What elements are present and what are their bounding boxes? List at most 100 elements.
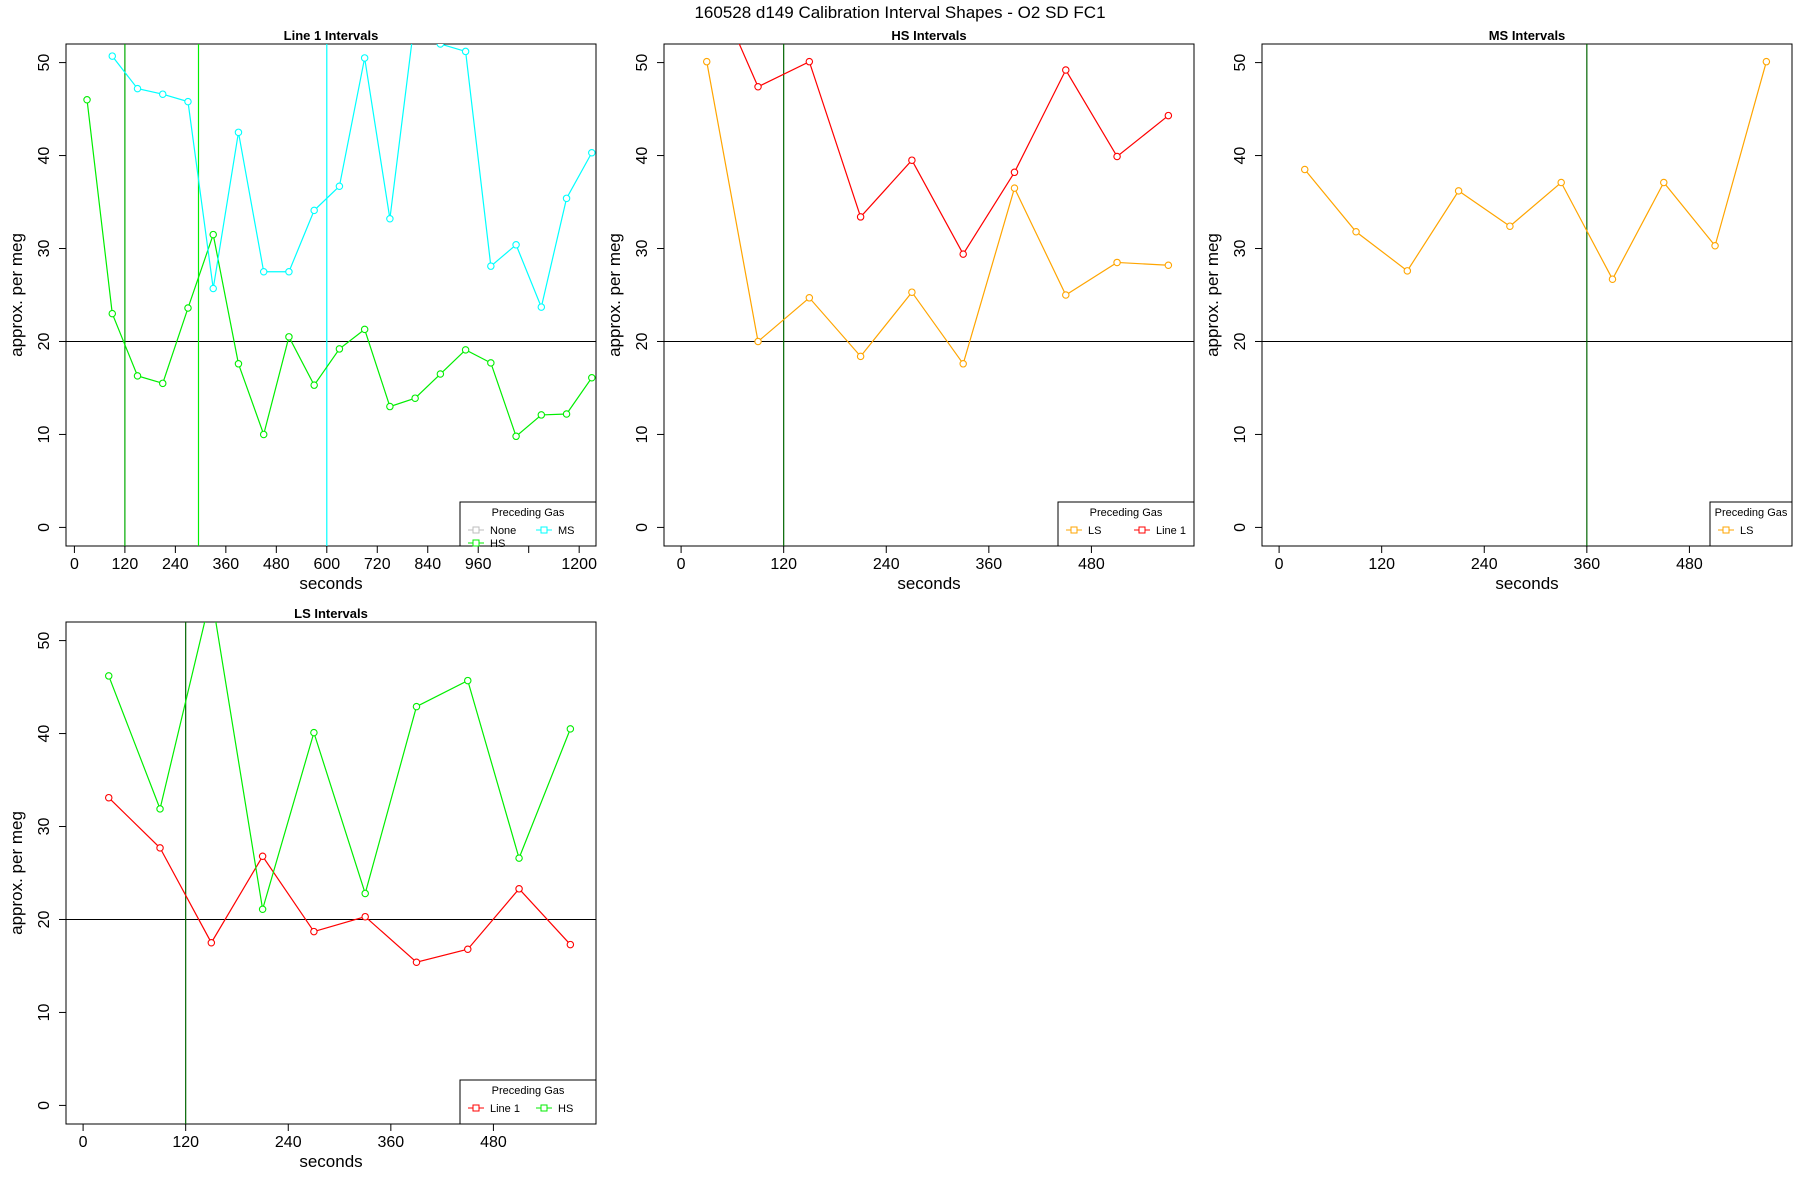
x-axis: 0 120 240 360 480 600 720 840 960 1200 seconds [70, 545, 597, 593]
data-point [361, 912, 369, 921]
legend-key-marker [472, 539, 480, 547]
y-tick-label: 20 [36, 332, 53, 350]
series-ls [702, 57, 1173, 368]
data-point [588, 149, 596, 157]
data-point [386, 402, 394, 411]
data-point [908, 156, 916, 164]
x-tick-label: 360 [975, 556, 1002, 573]
data-point [1062, 291, 1070, 299]
legend-label: None [490, 525, 516, 537]
y-tick-label: 40 [36, 147, 53, 165]
data-point [537, 303, 546, 311]
panel-title: LS Intervals [294, 606, 368, 621]
x-axis-label: seconds [299, 574, 362, 593]
data-point [1164, 261, 1173, 270]
data-point [1164, 111, 1173, 120]
y-tick-label: 40 [36, 725, 53, 743]
legend-label: Line 1 [490, 1103, 520, 1115]
legend-key-marker [540, 1104, 548, 1112]
data-point [1352, 228, 1360, 236]
data-point [487, 359, 495, 367]
y-tick-label: 10 [1232, 425, 1249, 443]
data-point [856, 352, 865, 361]
data-point [1557, 178, 1565, 187]
data-point [512, 432, 520, 441]
x-tick-label: 120 [112, 556, 139, 573]
figure-title: 160528 d149 Calibration Interval Shapes … [694, 3, 1106, 22]
y-axis: 0 10 20 30 40 50 approx. per meg [7, 54, 67, 532]
data-point [156, 844, 164, 852]
data-point [461, 346, 470, 354]
data-point [184, 304, 192, 312]
y-tick-label: 20 [1232, 332, 1249, 350]
x-axis-label: seconds [1495, 574, 1558, 593]
series-hs [104, 591, 575, 914]
legend-box [459, 501, 597, 547]
chart-panel-2: HS Intervals 0 120 240 360 480 seconds 0 10 20 30 4… [605, 28, 1195, 593]
series-line [706, 61, 1169, 366]
plot-frame [663, 43, 1195, 547]
x-tick-label: 120 [172, 1134, 199, 1151]
x-tick-label: 240 [162, 556, 189, 573]
y-axis: 0 10 20 30 40 50 approx. per meg [1203, 54, 1263, 532]
legend-title: Preceding Gas [1090, 507, 1163, 519]
legend: Preceding Gas None MS HS [459, 501, 597, 550]
data-point [1506, 222, 1514, 230]
panel-title: Line 1 Intervals [284, 28, 379, 43]
data-point [285, 333, 293, 341]
y-tick-label: 20 [36, 910, 53, 928]
y-tick-label: 50 [634, 54, 651, 72]
data-point [515, 885, 523, 893]
y-tick-label: 50 [36, 54, 53, 72]
plot-area [1262, 44, 1792, 546]
x-tick-label: 1200 [561, 556, 597, 573]
data-point [108, 52, 117, 60]
x-tick-label: 240 [873, 556, 900, 573]
data-point [83, 96, 91, 104]
data-point [566, 725, 575, 733]
data-point [310, 927, 318, 936]
data-point [1660, 178, 1668, 187]
data-point [1010, 168, 1019, 177]
data-point [1113, 258, 1121, 267]
chart-panel-4: LS Intervals 0 120 240 360 480 seconds 0 10 20 30 4… [7, 591, 597, 1171]
data-point [234, 128, 243, 137]
data-point [588, 373, 596, 382]
y-tick-label: 0 [36, 523, 53, 532]
legend-key-marker [1722, 526, 1730, 534]
y-tick-label: 30 [634, 240, 651, 258]
legend-title: Preceding Gas [492, 1085, 565, 1097]
y-axis-label: approx. per meg [1203, 233, 1222, 357]
plot-area [664, 44, 1194, 546]
series-hs [83, 96, 596, 441]
x-tick-label: 240 [1471, 556, 1498, 573]
data-point [856, 213, 865, 221]
legend-box [1057, 501, 1195, 547]
data-point [285, 268, 293, 276]
chart-panel-1: Line 1 Intervals 0 120 240 360 480 600 720 840 96… [7, 28, 597, 593]
y-tick-label: 30 [36, 818, 53, 836]
y-axis: 0 10 20 30 40 50 approx. per meg [605, 54, 665, 532]
x-axis-label: seconds [897, 574, 960, 593]
y-tick-label: 40 [634, 147, 651, 165]
legend-box [459, 1079, 597, 1125]
legend-label: HS [490, 538, 505, 550]
data-point [360, 325, 369, 334]
data-point [208, 591, 214, 597]
data-point [412, 958, 421, 966]
y-axis-label: approx. per meg [7, 233, 26, 357]
y-tick-label: 30 [1232, 240, 1249, 258]
chart-panel-3: MS Intervals 0 120 240 360 480 seconds 0 10 20 30 4… [1203, 28, 1793, 593]
data-point [805, 294, 814, 302]
data-point [754, 83, 762, 91]
legend-label: Line 1 [1156, 525, 1186, 537]
y-tick-label: 40 [1232, 147, 1249, 165]
x-tick-label: 480 [480, 1134, 507, 1151]
y-tick-label: 0 [1232, 523, 1249, 532]
data-point [108, 309, 117, 318]
data-point [562, 194, 571, 203]
data-point [133, 372, 142, 380]
data-point [158, 90, 167, 98]
data-point [386, 215, 394, 223]
series-ls [1300, 57, 1771, 283]
